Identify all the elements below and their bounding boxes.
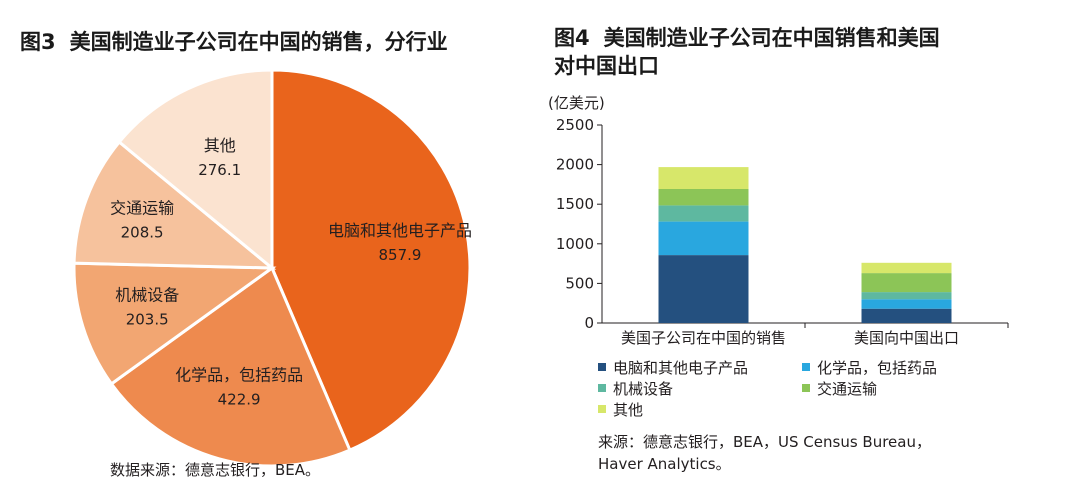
legend-swatch [802, 384, 810, 392]
pie-slice-value: 208.5 [121, 224, 164, 242]
bar-segment [861, 308, 952, 323]
figure-4-number: 图4 [554, 26, 590, 50]
y-tick-label: 0 [584, 314, 594, 332]
figure-4-title-line1: 图4 美国制造业子公司在中国销售和美国 [554, 24, 940, 52]
stacked-bar-chart: (亿美元) 0 500 1000 1500 2000 2500 美国子公司在中国的销售 美国向中… [548, 94, 1009, 347]
right-figure-panel: 图4 美国制造业子公司在中国销售和美国 对中国出口 (亿美元) 0 500 1000 15… [540, 0, 1080, 494]
pie-slice [72, 261, 277, 386]
y-axis-unit: (亿美元) [548, 94, 605, 112]
left-figure-panel: 图3 美国制造业子公司在中国的销售，分行业 电脑和其他电子产品 857.9 化学品，包… [20, 28, 472, 479]
legend-swatch [598, 363, 606, 371]
bar-segment [658, 255, 749, 323]
y-tick-label: 2500 [556, 116, 594, 134]
pie-slice-label: 交通运输 [110, 199, 174, 218]
legend-item: 机械设备 [598, 379, 673, 399]
bar-segment [861, 262, 952, 274]
figure-3-title: 图3 美国制造业子公司在中国的销售，分行业 [20, 28, 448, 56]
legend-label: 电脑和其他电子产品 [613, 359, 749, 377]
x-category-label: 美国子公司在中国的销售 [621, 329, 786, 347]
figure-3-source: 数据来源：德意志银行，BEA。 [110, 461, 321, 479]
figure-4-source-line1: 来源：德意志银行，BEA，US Census Bureau， [598, 433, 931, 451]
pie-slice-value: 857.9 [379, 246, 422, 264]
legend-item: 电脑和其他电子产品 [598, 358, 748, 378]
bar-segment [658, 221, 749, 256]
legend-swatch [598, 384, 606, 392]
figure-4-source-line2: Haver Analytics。 [598, 455, 731, 473]
legend-item: 其他 [598, 400, 643, 420]
pie-slice-value: 422.9 [218, 390, 261, 408]
pie-slice-label: 机械设备 [115, 286, 179, 305]
legend-swatch [598, 405, 606, 413]
bar-segment [861, 299, 952, 309]
pie-slice [117, 68, 274, 272]
pie-slice-label: 化学品，包括药品 [175, 365, 303, 384]
x-category-label: 美国向中国出口 [854, 329, 959, 347]
bar-segment [861, 273, 952, 293]
figure-4-title-text-1: 美国制造业子公司在中国销售和美国 [603, 26, 940, 50]
bar-segment [658, 205, 749, 222]
pie-slice [72, 139, 277, 270]
legend-item: 化学品，包括药品 [802, 358, 937, 378]
legend-label: 交通运输 [817, 380, 878, 398]
pie-slice [270, 68, 472, 453]
legend-item: 交通运输 [802, 379, 877, 399]
bar-segment [658, 167, 749, 189]
pie-slice [109, 265, 352, 468]
pie-slice-value: 276.1 [198, 161, 241, 179]
y-tick-label: 1000 [556, 235, 594, 253]
legend-swatch [802, 363, 810, 371]
pie-slice-label: 其他 [204, 136, 236, 155]
y-tick-label: 1500 [556, 195, 594, 213]
pie-slice-value: 203.5 [126, 311, 169, 329]
figure-3-title-text: 美国制造业子公司在中国的销售，分行业 [69, 30, 448, 54]
legend-label: 机械设备 [613, 380, 674, 398]
figure-3-number: 图3 [20, 30, 56, 54]
bar-segment [861, 292, 952, 300]
bar-segment [658, 188, 749, 206]
pie-slice-label: 电脑和其他电子产品 [328, 221, 472, 240]
pie-chart: 电脑和其他电子产品 857.9 化学品，包括药品 422.9 机械设备 203.5 交通运输… [72, 68, 472, 468]
legend-label: 其他 [613, 401, 644, 419]
y-tick-label: 2000 [556, 156, 594, 174]
y-tick-label: 500 [565, 274, 594, 292]
figure-4-title-line2: 对中国出口 [554, 54, 659, 78]
legend-label: 化学品，包括药品 [817, 359, 938, 377]
